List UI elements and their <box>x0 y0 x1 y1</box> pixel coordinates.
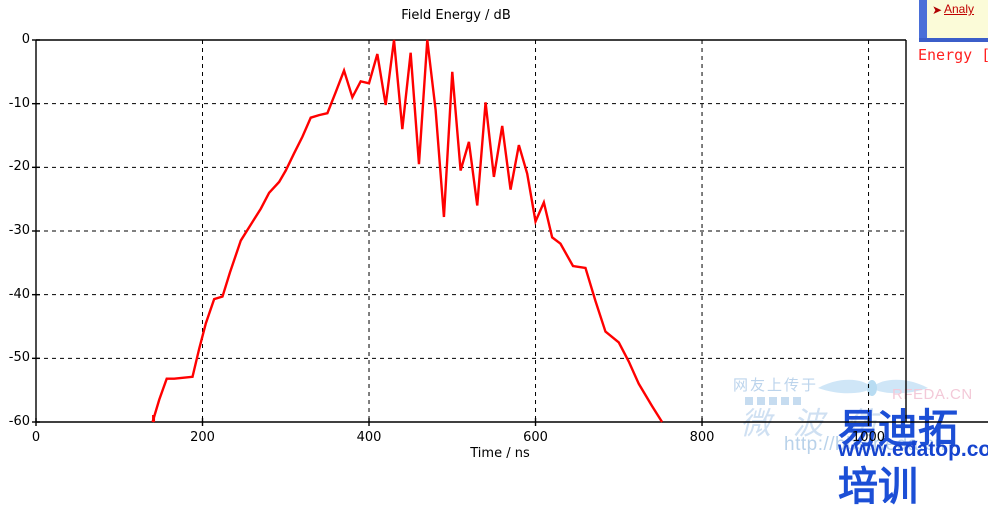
arrow-right-icon: ➤ <box>932 3 943 17</box>
chart-window: 网友上传于 RFEDA.CN 微 波 仿 http://bbs.rfeda.cn… <box>8 0 988 510</box>
x-tick-label: 200 <box>190 430 215 445</box>
x-tick-label: 0 <box>31 430 41 445</box>
y-tick-label: -10 <box>8 95 30 111</box>
y-tick-label: -50 <box>8 350 30 366</box>
x-tick-label: 800 <box>689 430 715 445</box>
panel-bottom-bar[interactable] <box>919 38 988 42</box>
x-tick-label: 1000 <box>851 430 886 445</box>
watermark-bird-icon <box>818 379 928 396</box>
y-tick-label: -30 <box>8 223 30 238</box>
curve-legend-label: Energy [1] <box>918 46 988 64</box>
analysis-tooltip-panel <box>919 0 988 42</box>
analysis-link[interactable]: Analy <box>944 2 975 16</box>
x-axis-title: Time / ns <box>470 446 530 461</box>
x-tick-label: 600 <box>523 430 548 445</box>
y-tick-label: -60 <box>8 414 30 429</box>
y-tick-label: -20 <box>8 159 30 175</box>
x-tick-label: 400 <box>356 430 382 445</box>
chart-plot-area <box>32 39 988 426</box>
panel-left-scrollbar[interactable] <box>919 0 927 42</box>
y-tick-label: 0 <box>21 32 30 47</box>
y-tick-label: -40 <box>8 286 30 302</box>
chart-title: Field Energy / dB <box>401 8 511 23</box>
